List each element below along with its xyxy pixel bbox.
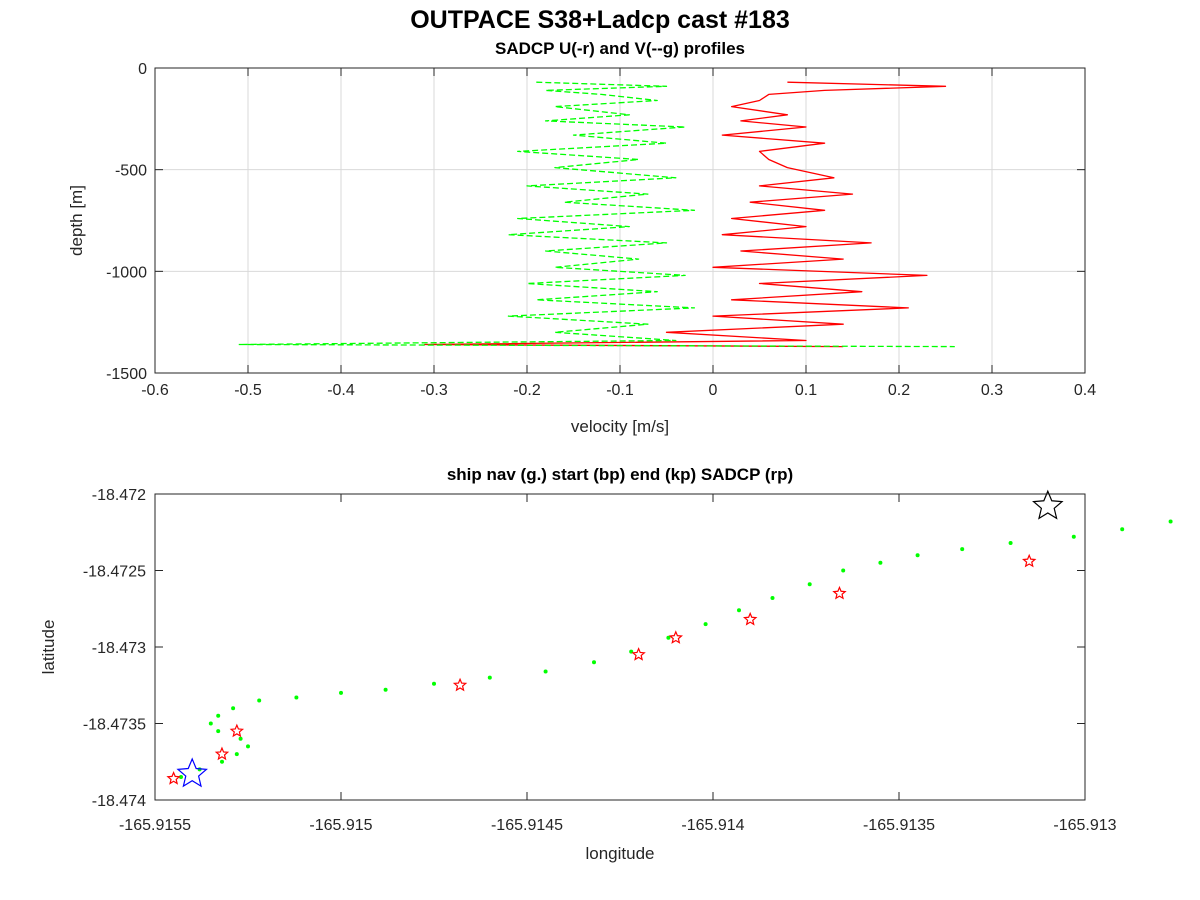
nav-track-point	[234, 752, 239, 757]
sadcp-point	[229, 723, 245, 738]
profile-axes: -0.6 -0.5 -0.4 -0.3 -0.2 -0.1 0 0.1 0.2 0.3 0.4 0 -5…	[67, 39, 1096, 436]
profile-x-tick-label: -0.1	[606, 382, 634, 399]
nav-x-tick-label: -165.914	[681, 817, 744, 834]
nav-y-axis-label: latitude	[39, 620, 58, 675]
profile-y-tick-label: -500	[115, 163, 147, 180]
nav-track-point	[960, 547, 965, 552]
nav-series	[166, 489, 1173, 788]
nav-x-tick-label: -165.9145	[491, 817, 563, 834]
nav-track-point	[432, 681, 436, 686]
nav-y-tick-label: -18.474	[92, 793, 146, 810]
figure-title: OUTPACE S38+Ladcp cast #183	[410, 6, 790, 34]
nav-axes: -165.9155 -165.915 -165.9145 -165.914 -165.9…	[39, 465, 1173, 863]
nav-track-point	[666, 635, 671, 640]
nav-track-point	[246, 744, 250, 749]
nav-x-tick-label: -165.915	[309, 817, 372, 834]
sadcp-point	[832, 585, 847, 600]
nav-track-point	[339, 690, 343, 695]
nav-track-point	[1008, 541, 1013, 545]
sadcp-point	[166, 771, 181, 785]
sadcp-point	[668, 630, 683, 644]
nav-track-point	[915, 553, 920, 558]
nav-track-point	[383, 687, 388, 692]
nav-track-point	[216, 713, 221, 718]
nav-track-point	[257, 698, 262, 703]
sadcp-point	[631, 647, 646, 661]
profile-x-tick-label: -0.5	[234, 382, 262, 399]
profile-x-tick-label: 0.2	[888, 382, 910, 399]
nav-y-tick-label: -18.4725	[83, 564, 146, 581]
nav-track-point	[1071, 534, 1076, 539]
nav-track-point	[841, 568, 846, 573]
nav-y-tick-label: -18.472	[92, 487, 146, 504]
profile-x-tick-label: 0	[709, 382, 718, 399]
profile-x-tick-label: -0.3	[420, 382, 448, 399]
nav-track-point	[238, 736, 243, 741]
nav-ticks: -165.9155 -165.915 -165.9145 -165.914 -165.9…	[83, 487, 1117, 834]
nav-title: ship nav (g.) start (bp) end (kp) SADCP …	[447, 465, 793, 484]
nav-track-point	[592, 660, 596, 665]
sadcp-point	[1022, 553, 1037, 568]
profile-ticks: -0.6 -0.5 -0.4 -0.3 -0.2 -0.1 0 0.1 0.2 0.3 0.4 0 -5…	[106, 61, 1096, 399]
profile-y-axis-label: depth [m]	[67, 185, 86, 256]
nav-track-point	[770, 596, 775, 600]
profile-x-axis-label: velocity [m/s]	[571, 417, 669, 436]
nav-track-point	[737, 608, 741, 613]
profile-y-tick-label: -1500	[106, 366, 147, 383]
profile-x-tick-label: -0.2	[513, 382, 541, 399]
nav-track-point	[216, 729, 221, 734]
v-velocity-line	[238, 81, 955, 348]
profile-x-tick-label: -0.6	[141, 382, 169, 399]
nav-x-tick-label: -165.9155	[119, 817, 191, 834]
nav-track-point	[543, 669, 548, 674]
nav-x-tick-label: -165.913	[1053, 817, 1116, 834]
sadcp-point	[214, 746, 230, 761]
nav-track-point	[208, 721, 213, 726]
sadcp-point	[743, 611, 758, 626]
nav-track-point	[1168, 519, 1173, 524]
nav-track-point	[878, 560, 883, 565]
profile-x-tick-label: -0.4	[327, 382, 355, 399]
profile-title: SADCP U(-r) and V(--g) profiles	[495, 39, 745, 58]
end-marker	[1032, 489, 1064, 520]
nav-plot-area	[155, 494, 1085, 800]
profile-x-tick-label: 0.3	[981, 382, 1003, 399]
nav-track-point	[487, 675, 492, 680]
nav-track-point	[179, 775, 183, 779]
nav-track-point	[220, 759, 224, 764]
nav-y-tick-label: -18.473	[92, 640, 146, 657]
nav-track-point	[703, 622, 708, 627]
nav-x-axis-label: longitude	[585, 844, 654, 863]
start-marker	[176, 757, 208, 788]
nav-track-point	[807, 582, 812, 587]
nav-track-point	[1120, 527, 1125, 532]
nav-track-point	[231, 706, 236, 711]
u-velocity-line	[424, 81, 947, 348]
profile-y-tick-label: -1000	[106, 264, 147, 281]
profile-y-tick-label: 0	[138, 61, 147, 78]
sadcp-point	[452, 677, 468, 692]
profile-x-tick-label: 0.4	[1074, 382, 1096, 399]
profile-x-tick-label: 0.1	[795, 382, 817, 399]
nav-y-tick-label: -18.4735	[83, 717, 146, 734]
nav-x-tick-label: -165.9135	[863, 817, 935, 834]
profile-series	[238, 81, 955, 348]
nav-track-point	[294, 695, 299, 700]
